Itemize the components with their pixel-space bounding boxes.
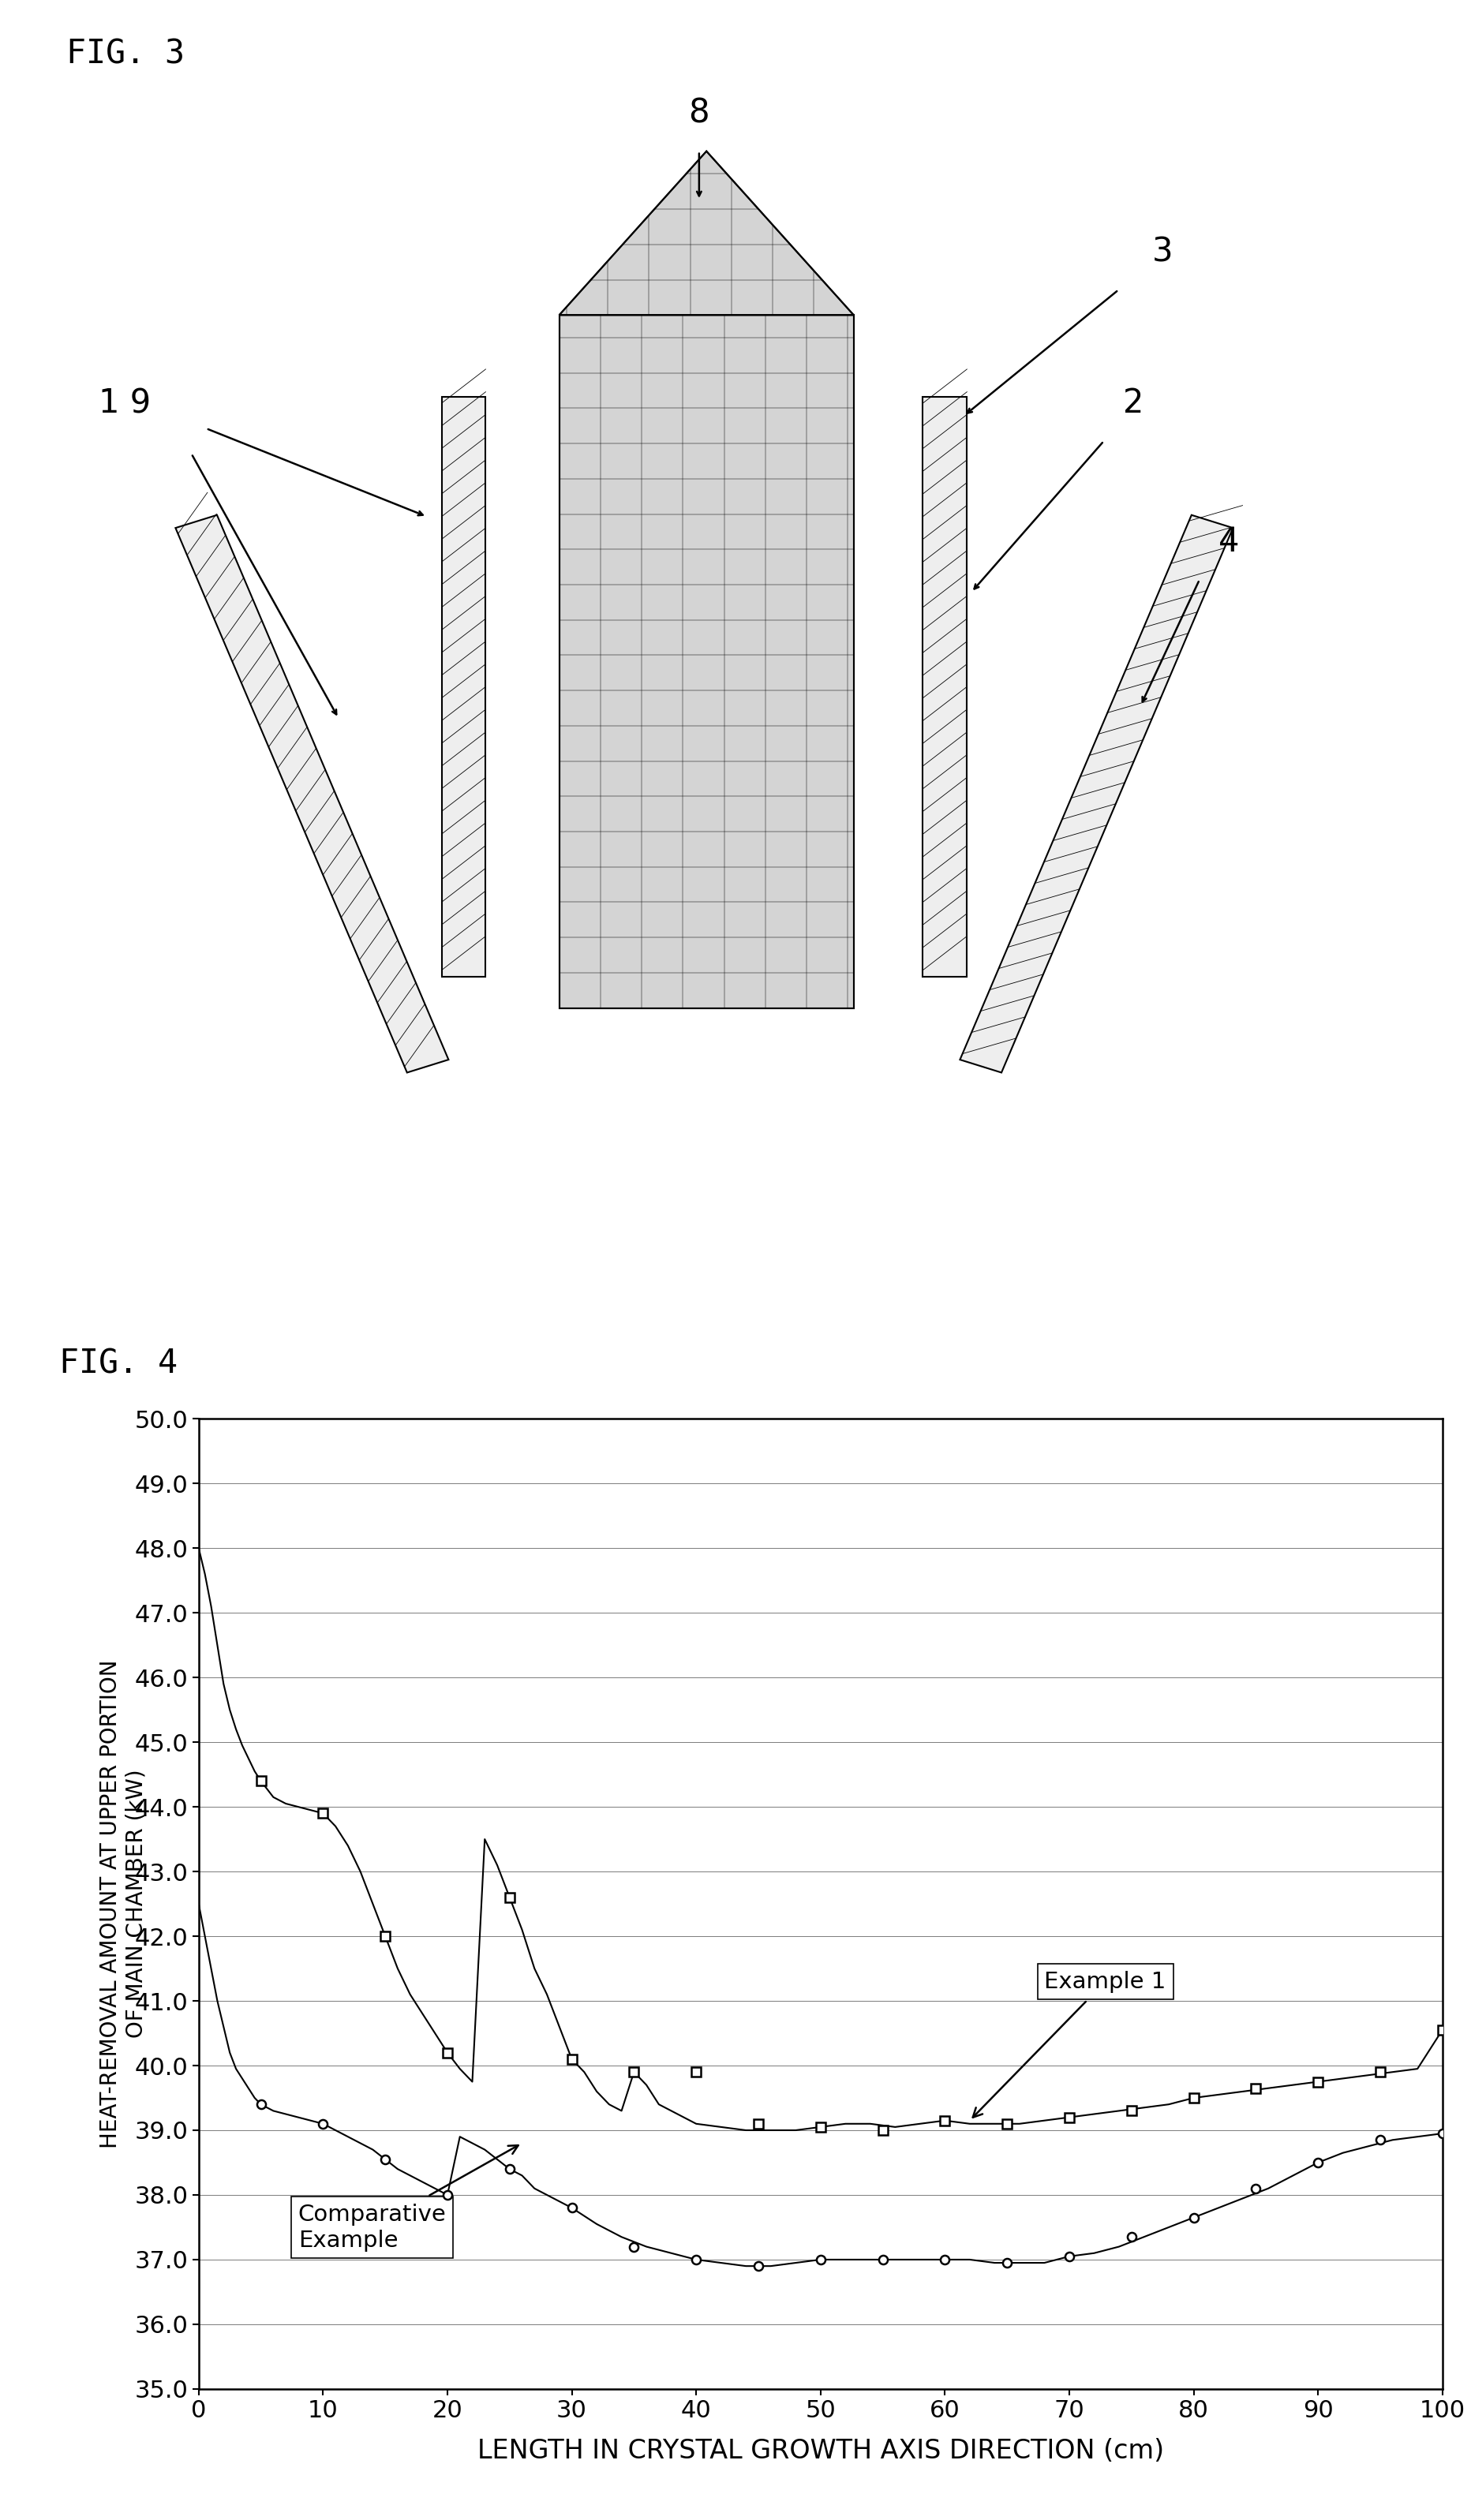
Text: 3: 3 xyxy=(1152,234,1172,270)
Text: 8: 8 xyxy=(688,96,709,131)
Text: 1 9: 1 9 xyxy=(99,386,152,421)
Text: FIG. 3: FIG. 3 xyxy=(66,38,184,71)
Text: 2: 2 xyxy=(1122,386,1143,421)
Text: FIG. 4: FIG. 4 xyxy=(59,1348,177,1381)
Y-axis label: HEAT-REMOVAL AMOUNT AT UPPER PORTION
OF MAIN CHAMBER (kW): HEAT-REMOVAL AMOUNT AT UPPER PORTION OF … xyxy=(100,1661,147,2147)
Polygon shape xyxy=(175,514,449,1074)
Polygon shape xyxy=(959,514,1233,1074)
Polygon shape xyxy=(441,396,485,978)
Polygon shape xyxy=(559,151,853,315)
Polygon shape xyxy=(922,396,966,978)
Bar xyxy=(559,315,853,1008)
Text: 4: 4 xyxy=(1218,524,1239,559)
Bar xyxy=(559,315,853,1008)
X-axis label: LENGTH IN CRYSTAL GROWTH AXIS DIRECTION (cm): LENGTH IN CRYSTAL GROWTH AXIS DIRECTION … xyxy=(477,2437,1164,2465)
Text: Comparative
Example: Comparative Example xyxy=(299,2145,518,2250)
Text: Example 1: Example 1 xyxy=(972,1971,1165,2117)
